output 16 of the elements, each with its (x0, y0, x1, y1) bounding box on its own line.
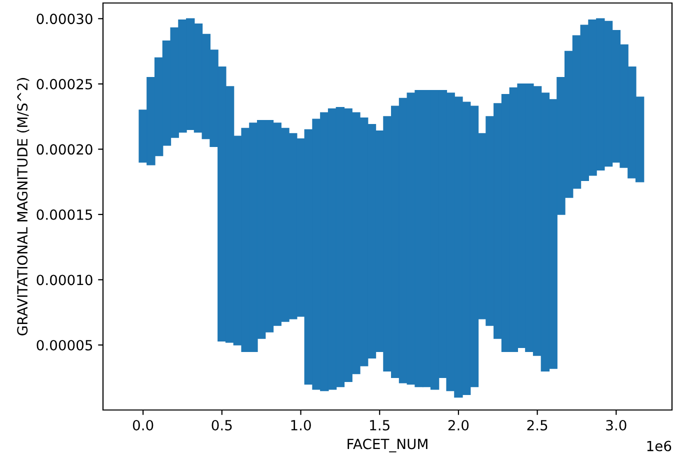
text: 1e6 (647, 440, 672, 452)
x-tick-label: 3.0 (606, 420, 626, 430)
x-tick-label: 0.5 (212, 420, 232, 430)
y-tick-label: 0.00030 (36, 14, 92, 24)
y-tick-label: 0.00020 (36, 144, 92, 155)
y-tick-label: 0.00015 (36, 209, 92, 220)
x-axis-title: FACET_NUM (348, 438, 428, 452)
x-tick-label: 0.0 (132, 420, 154, 430)
y-tick-label: 0.00005 (36, 340, 92, 350)
y-tick-label: 0.00010 (36, 274, 92, 286)
x-tick-label: 1.0 (291, 420, 311, 430)
x-tick-label: 2.5 (527, 420, 548, 430)
y-tick-label: 0.00025 (36, 78, 92, 90)
x-tick-label: 2.0 (448, 420, 469, 430)
x-tick-label: 1.5 (370, 420, 390, 430)
y-axis-title: GRAVITATIONAL MAGNITUDE (M/S^2) (16, 78, 30, 336)
